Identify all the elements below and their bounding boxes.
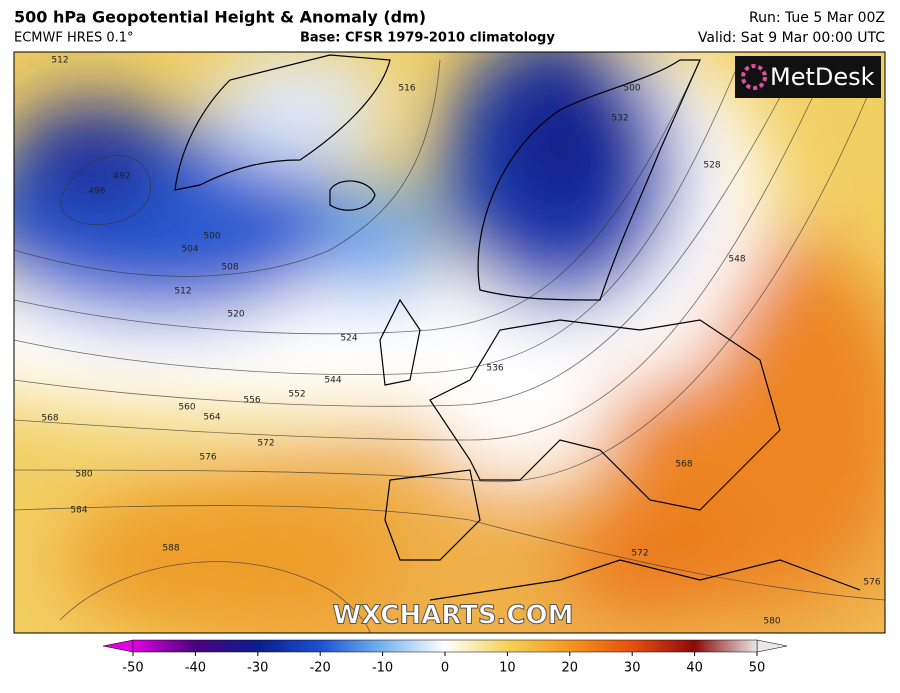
colorbar-tick-label: -10 (372, 661, 393, 676)
contour-label: 568 (41, 414, 58, 424)
valid: Valid: Sat 9 Mar 00:00 UTC (698, 30, 885, 46)
colorbar: -50 -40 -30 -20 -10 0 10 20 30 40 50 (102, 639, 788, 676)
contour-label: 536 (486, 364, 503, 374)
colorbar-tick-label: 50 (749, 661, 766, 676)
model: ECMWF HRES 0.1° (14, 31, 134, 46)
contour-label: 520 (227, 310, 244, 320)
logo-icon (741, 64, 767, 90)
contour-label: 528 (703, 161, 720, 171)
contour-label: 552 (288, 390, 305, 400)
run: Run: Tue 5 Mar 00Z (749, 10, 885, 26)
contour-label: 500 (203, 232, 220, 242)
contour-label: 576 (863, 578, 880, 588)
contour-label: 516 (398, 84, 415, 94)
base: Base: CFSR 1979-2010 climatology (300, 31, 555, 46)
contour-label: 560 (178, 403, 195, 413)
contour-label: 524 (340, 334, 357, 344)
colorbar-tick-label: -40 (185, 661, 206, 676)
colorbar-bar (132, 639, 758, 653)
contour-label: 512 (174, 287, 191, 297)
map: 512 516 492 496 500 504 508 512 520 524 544 552 556 5… (14, 52, 885, 633)
logo: MetDesk (770, 63, 875, 91)
colorbar-tick-label: 20 (562, 661, 579, 676)
contour-label: 504 (181, 245, 198, 255)
contour-label: 508 (221, 263, 238, 273)
watermark: WXCHARTS.COM (332, 601, 573, 631)
colorbar-tick-label: -30 (247, 661, 268, 676)
contour-label: 588 (162, 544, 179, 554)
contour-label: 564 (203, 413, 220, 423)
logo-box (735, 56, 881, 98)
contour-label: 500 (623, 84, 640, 94)
title: 500 hPa Geopotential Height & Anomaly (d… (14, 8, 426, 27)
contour-label: 548 (728, 255, 745, 265)
colorbar-tick-label: 40 (686, 661, 703, 676)
colorbar-tick-label: 10 (499, 661, 516, 676)
contour-label: 584 (70, 506, 87, 516)
contour-label: 556 (243, 396, 260, 406)
colorbar-arrow-right (756, 639, 788, 653)
contour-label: 532 (611, 114, 628, 124)
colorbar-tick-label: -20 (310, 661, 331, 676)
contour-label: 572 (257, 439, 274, 449)
contour-label: 496 (88, 187, 105, 197)
map-frame (13, 51, 886, 634)
colorbar-tick-label: -50 (122, 661, 143, 676)
contour-label: 576 (199, 453, 216, 463)
contour-label: 580 (75, 470, 92, 480)
contour-label: 512 (51, 56, 68, 66)
contour-label: 568 (675, 460, 692, 470)
contour-label: 492 (113, 172, 130, 182)
contour-label: 544 (324, 376, 341, 386)
contour-label: 572 (631, 549, 648, 559)
colorbar-tick-label: 0 (441, 661, 449, 676)
colorbar-tick-label: 30 (624, 661, 641, 676)
contour-label: 580 (763, 617, 780, 627)
colorbar-arrow-left (102, 639, 134, 653)
